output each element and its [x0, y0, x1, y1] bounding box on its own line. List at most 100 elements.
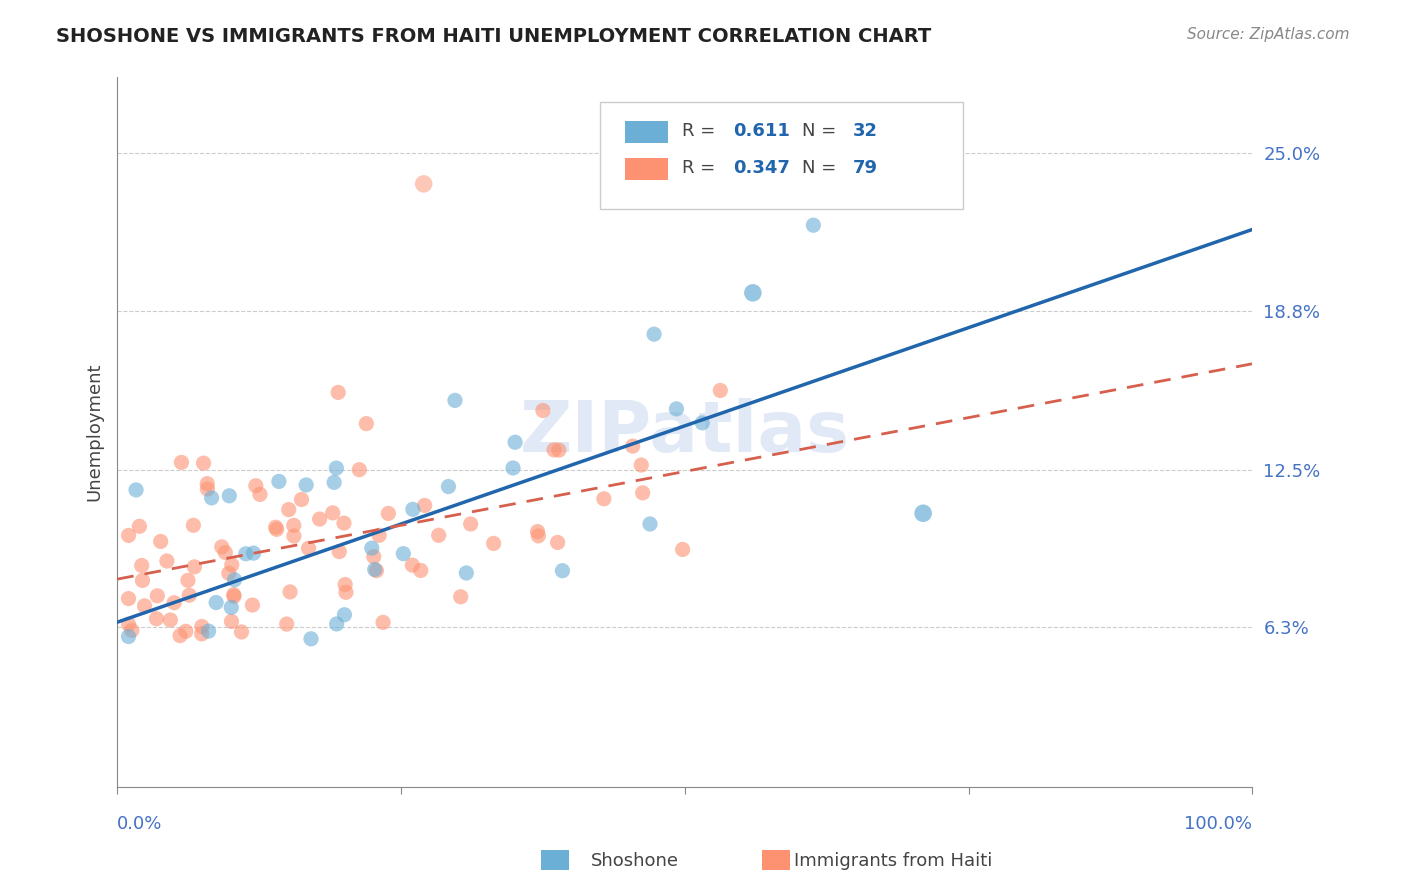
Point [266, 522, 288, 536]
Point [170, 455, 193, 469]
Point [377, 507, 399, 521]
Point [456, 566, 478, 580]
FancyBboxPatch shape [624, 120, 668, 144]
Point [412, 177, 434, 191]
Point [333, 607, 356, 622]
Point [371, 615, 394, 630]
Point [502, 461, 524, 475]
Point [531, 403, 554, 417]
Point [221, 558, 243, 572]
Point [638, 516, 661, 531]
Y-axis label: Unemployment: Unemployment [86, 363, 103, 501]
Point [277, 502, 299, 516]
Text: 32: 32 [853, 121, 877, 140]
Point [197, 624, 219, 639]
Point [193, 456, 215, 470]
Point [444, 393, 467, 408]
Text: ZIPatlas: ZIPatlas [520, 398, 849, 467]
Point [131, 574, 153, 588]
Point [211, 540, 233, 554]
Point [183, 518, 205, 533]
Point [709, 384, 731, 398]
Point [222, 588, 245, 602]
Point [205, 596, 228, 610]
Point [547, 535, 569, 549]
Point [222, 589, 245, 603]
Point [235, 547, 257, 561]
Point [145, 612, 167, 626]
Point [117, 528, 139, 542]
Point [125, 483, 148, 497]
Text: Shoshone: Shoshone [591, 852, 679, 870]
Point [333, 516, 356, 530]
Point [409, 564, 432, 578]
Point [290, 492, 312, 507]
Point [643, 327, 665, 342]
Point [335, 585, 357, 599]
Point [328, 544, 350, 558]
Point [218, 489, 240, 503]
Text: 100.0%: 100.0% [1184, 815, 1253, 833]
Point [128, 519, 150, 533]
Point [308, 512, 330, 526]
Point [450, 590, 472, 604]
Point [413, 499, 436, 513]
Text: 79: 79 [853, 159, 877, 177]
Point [322, 506, 344, 520]
Point [427, 528, 450, 542]
Point [363, 549, 385, 564]
Text: 0.347: 0.347 [734, 159, 790, 177]
Point [360, 541, 382, 556]
Point [278, 585, 301, 599]
Point [912, 506, 935, 520]
Point [163, 596, 186, 610]
Point [503, 435, 526, 450]
Point [402, 502, 425, 516]
Point [401, 558, 423, 573]
Point [364, 562, 387, 576]
Point [121, 624, 143, 638]
Point [299, 632, 322, 646]
Point [249, 487, 271, 501]
Text: Immigrants from Haiti: Immigrants from Haiti [794, 852, 993, 870]
Point [325, 461, 347, 475]
Point [325, 616, 347, 631]
Point [437, 479, 460, 493]
Point [283, 518, 305, 533]
Point [551, 564, 574, 578]
Text: R =: R = [682, 121, 721, 140]
Point [134, 599, 156, 613]
Point [527, 529, 550, 543]
Point [672, 542, 695, 557]
Point [146, 589, 169, 603]
Point [526, 524, 548, 539]
Point [131, 558, 153, 573]
Text: N =: N = [801, 121, 842, 140]
Point [242, 598, 264, 612]
Text: 0.0%: 0.0% [117, 815, 163, 833]
Point [547, 443, 569, 458]
Text: SHOSHONE VS IMMIGRANTS FROM HAITI UNEMPLOYMENT CORRELATION CHART: SHOSHONE VS IMMIGRANTS FROM HAITI UNEMPL… [56, 27, 932, 45]
FancyBboxPatch shape [624, 158, 668, 180]
Point [482, 536, 505, 550]
Point [349, 463, 371, 477]
Point [231, 624, 253, 639]
Point [323, 475, 346, 490]
Point [159, 613, 181, 627]
Point [366, 564, 388, 578]
Point [631, 486, 654, 500]
Point [195, 476, 218, 491]
Text: R =: R = [682, 159, 721, 177]
Point [169, 629, 191, 643]
Point [368, 528, 391, 542]
Point [295, 478, 318, 492]
Point [460, 516, 482, 531]
Point [333, 577, 356, 591]
Point [267, 475, 290, 489]
Point [197, 482, 219, 496]
Point [283, 529, 305, 543]
FancyBboxPatch shape [599, 103, 963, 209]
Point [191, 619, 214, 633]
Point [156, 554, 179, 568]
Point [356, 417, 378, 431]
